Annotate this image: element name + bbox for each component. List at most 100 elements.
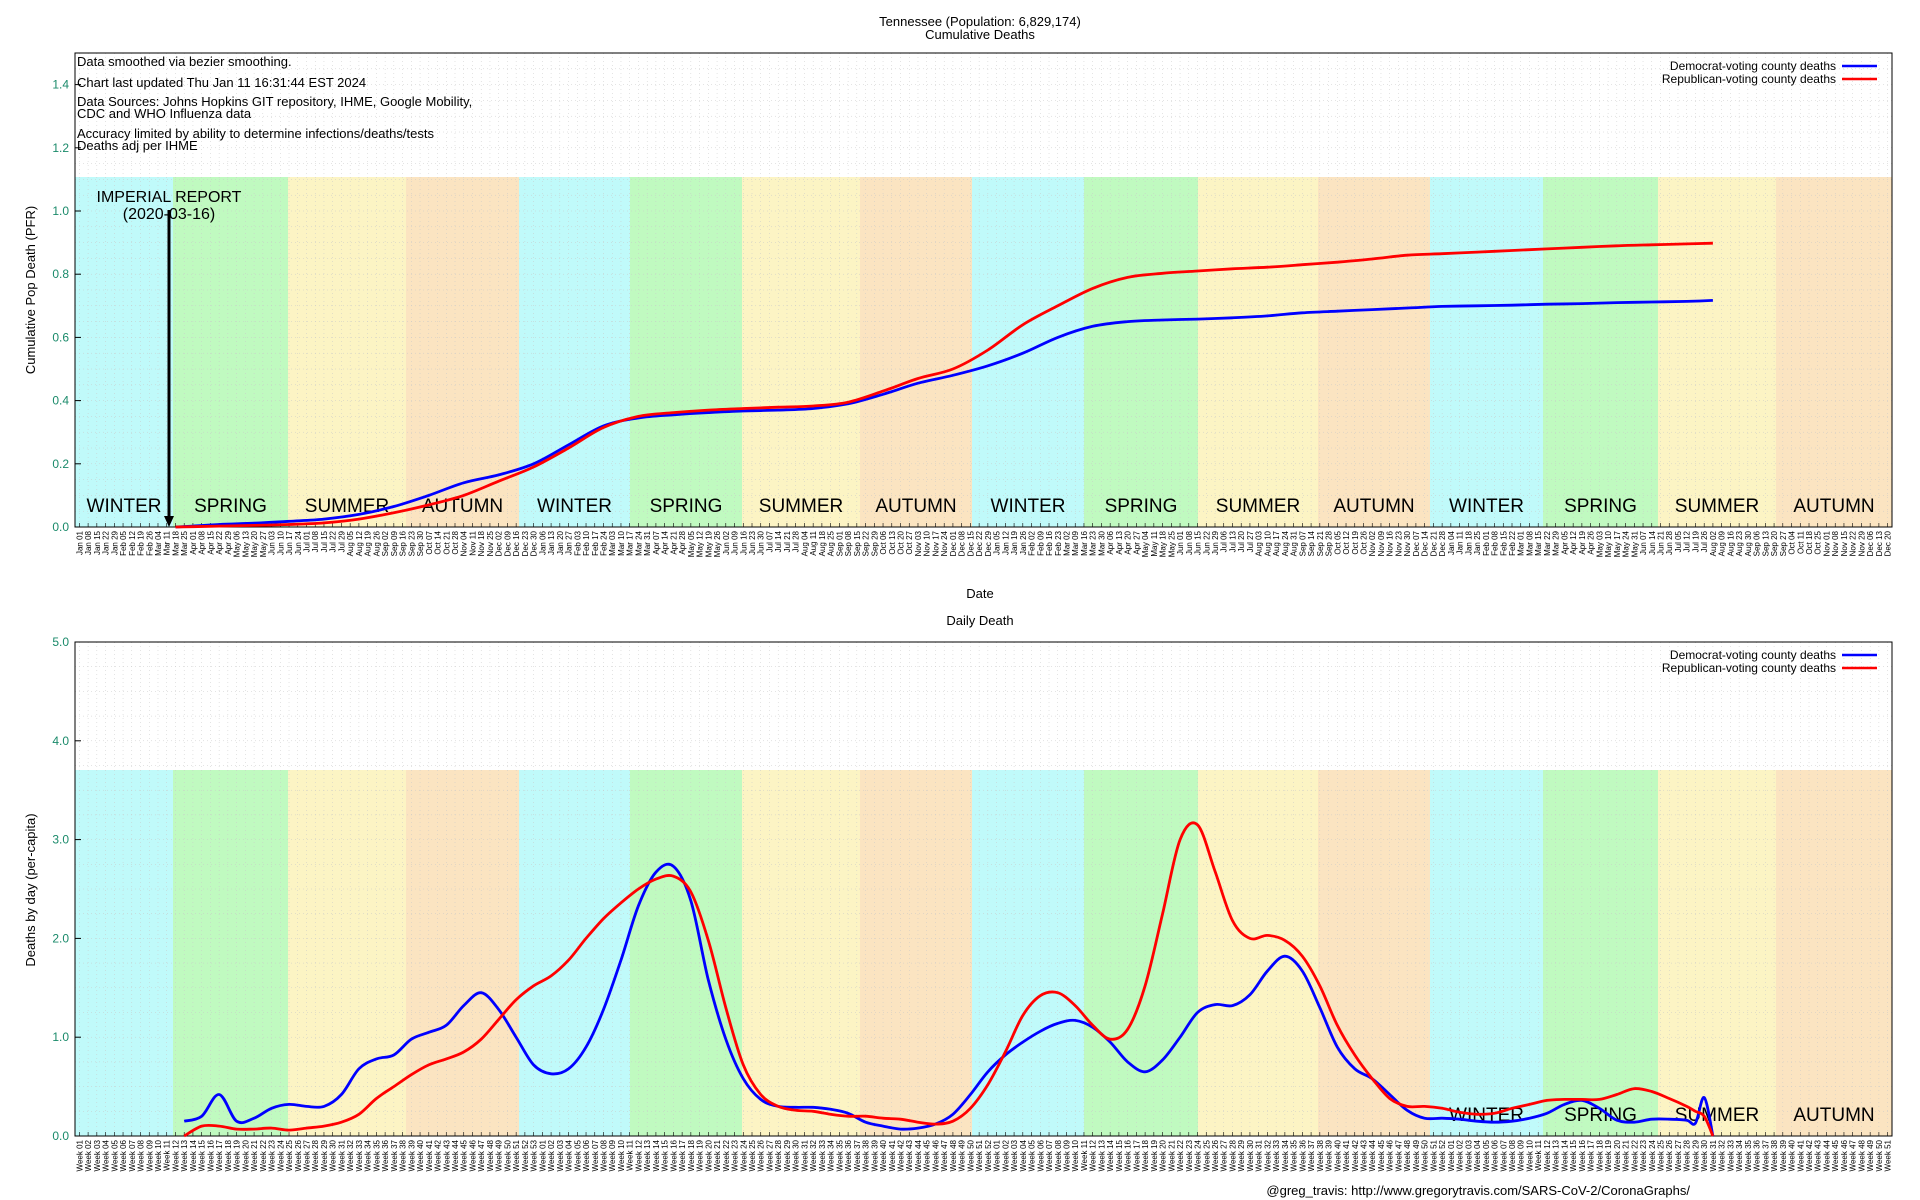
x-tick-label: Week 44 bbox=[914, 1139, 923, 1171]
note-ihme: Deaths adj per IHME bbox=[77, 138, 198, 153]
x-tick-label: Mar 22 bbox=[1543, 530, 1552, 555]
x-tick-label: Dec 30 bbox=[530, 530, 539, 556]
note-smoothing: Data smoothed via bezier smoothing. bbox=[77, 54, 292, 69]
x-tick-label: Week 26 bbox=[757, 1139, 766, 1171]
y-tick-label: 2.0 bbox=[52, 931, 69, 945]
x-tick-label: Aug 23 bbox=[1735, 530, 1744, 556]
x-tick-label: Nov 10 bbox=[923, 530, 932, 556]
x-tick-label: Feb 15 bbox=[1499, 530, 1508, 555]
x-tick-label: Sep 14 bbox=[1307, 530, 1316, 556]
x-tick-label: Nov 30 bbox=[1403, 530, 1412, 556]
x-tick-label: Jan 04 bbox=[1447, 530, 1456, 555]
x-tick-label: Aug 04 bbox=[800, 530, 809, 556]
x-tick-label: Week 27 bbox=[765, 1139, 774, 1171]
bottom-season-bands bbox=[75, 770, 1892, 1136]
top-legend-republican-label: Republican-voting county deaths bbox=[1662, 72, 1836, 86]
x-tick-label: Dec 23 bbox=[521, 530, 530, 556]
x-tick-label: Week 25 bbox=[285, 1139, 294, 1171]
x-tick-label: Week 48 bbox=[1403, 1139, 1412, 1171]
top-notes: Data smoothed via bezier smoothing. Char… bbox=[77, 54, 472, 153]
x-tick-label: Week 38 bbox=[1316, 1139, 1325, 1171]
x-tick-label: Jun 14 bbox=[1648, 530, 1657, 555]
x-tick-label: Week 46 bbox=[468, 1139, 477, 1171]
note-sources: Data Sources: Johns Hopkins GIT reposito… bbox=[77, 94, 472, 109]
x-tick-label: Week 44 bbox=[1368, 1139, 1377, 1171]
x-tick-label: Week 50 bbox=[1875, 1139, 1884, 1171]
x-tick-label: Jun 22 bbox=[1202, 530, 1211, 555]
x-tick-label: Aug 02 bbox=[1709, 530, 1718, 556]
x-tick-label: Jul 12 bbox=[1683, 530, 1692, 552]
x-tick-label: Oct 26 bbox=[1359, 530, 1368, 554]
x-tick-label: Week 17 bbox=[1132, 1139, 1141, 1171]
season-label-autumn: AUTUMN bbox=[422, 496, 503, 517]
x-tick-label: Jan 15 bbox=[93, 530, 102, 555]
x-tick-label: Week 46 bbox=[931, 1139, 940, 1171]
x-tick-label: Week 01 bbox=[993, 1139, 1002, 1171]
x-tick-label: Week 28 bbox=[311, 1139, 320, 1171]
x-tick-label: Week 07 bbox=[591, 1139, 600, 1171]
x-tick-label: Jan 19 bbox=[1010, 530, 1019, 555]
x-tick-label: Week 29 bbox=[783, 1139, 792, 1171]
season-band-spring bbox=[1084, 770, 1198, 1136]
x-tick-label: Week 24 bbox=[1648, 1139, 1657, 1171]
season-label-spring: SPRING bbox=[194, 496, 267, 517]
x-tick-label: May 27 bbox=[259, 530, 268, 557]
x-tick-label: Jun 30 bbox=[757, 530, 766, 555]
x-tick-label: Apr 14 bbox=[661, 530, 670, 554]
x-tick-label: Jun 28 bbox=[1665, 530, 1674, 555]
x-tick-label: Week 26 bbox=[1665, 1139, 1674, 1171]
x-tick-label: Mar 23 bbox=[1089, 530, 1098, 555]
x-tick-label: Mar 01 bbox=[1517, 530, 1526, 555]
bottom-series-lines bbox=[183, 821, 1715, 1138]
x-tick-label: Apr 22 bbox=[215, 530, 224, 554]
season-band-summer bbox=[1198, 177, 1318, 527]
x-tick-label: Week 03 bbox=[1010, 1139, 1019, 1171]
x-tick-label: Mar 29 bbox=[1552, 530, 1561, 555]
x-tick-label: Feb 05 bbox=[119, 530, 128, 555]
x-tick-label: Jan 25 bbox=[1473, 530, 1482, 555]
x-tick-label: Week 40 bbox=[416, 1139, 425, 1171]
x-tick-label: Week 40 bbox=[1333, 1139, 1342, 1171]
season-band-spring bbox=[1084, 177, 1198, 527]
x-tick-label: Dec 15 bbox=[966, 530, 975, 556]
y-tick-label: 0.0 bbox=[52, 1129, 69, 1143]
x-tick-label: Week 50 bbox=[966, 1139, 975, 1171]
x-tick-label: Week 24 bbox=[276, 1139, 285, 1171]
x-tick-label: May 25 bbox=[1167, 530, 1176, 557]
x-tick-label: Week 15 bbox=[1569, 1139, 1578, 1171]
x-tick-label: Week 05 bbox=[110, 1139, 119, 1171]
x-tick-label: Week 21 bbox=[713, 1139, 722, 1171]
x-tick-label: Week 27 bbox=[302, 1139, 311, 1171]
x-tick-label: May 12 bbox=[696, 530, 705, 557]
season-band-autumn bbox=[1776, 770, 1892, 1136]
x-tick-label: Jun 07 bbox=[1639, 530, 1648, 555]
x-tick-label: Week 25 bbox=[748, 1139, 757, 1171]
x-tick-label: May 18 bbox=[1159, 530, 1168, 557]
x-tick-label: May 19 bbox=[704, 530, 713, 557]
season-band-winter bbox=[75, 770, 173, 1136]
x-tick-label: Jul 14 bbox=[774, 530, 783, 552]
x-tick-label: Week 15 bbox=[1115, 1139, 1124, 1171]
x-tick-label: Dec 20 bbox=[1884, 530, 1893, 556]
top-legend: Democrat-voting county deaths Republican… bbox=[1662, 59, 1877, 86]
x-tick-label: Jun 24 bbox=[294, 530, 303, 555]
season-band-autumn bbox=[406, 177, 519, 527]
x-tick-label: Week 07 bbox=[128, 1139, 137, 1171]
x-tick-label: Week 44 bbox=[451, 1139, 460, 1171]
x-tick-label: Week 04 bbox=[102, 1139, 111, 1171]
x-tick-label: Week 52 bbox=[984, 1139, 993, 1171]
top-chart-subtitle: Cumulative Deaths bbox=[925, 27, 1035, 42]
season-band-autumn bbox=[406, 770, 519, 1136]
x-tick-label: Week 17 bbox=[1587, 1139, 1596, 1171]
x-tick-label: Week 39 bbox=[407, 1139, 416, 1171]
x-tick-label: Aug 11 bbox=[809, 530, 818, 555]
x-tick-label: Week 34 bbox=[827, 1139, 836, 1171]
x-tick-label: Week 47 bbox=[477, 1139, 486, 1171]
x-tick-label: Nov 15 bbox=[1840, 530, 1849, 556]
x-tick-label: Week 38 bbox=[1770, 1139, 1779, 1171]
x-tick-label: Mar 04 bbox=[154, 530, 163, 555]
x-tick-label: Week 26 bbox=[294, 1139, 303, 1171]
season-label-autumn: AUTUMN bbox=[1793, 496, 1874, 517]
x-tick-label: Week 43 bbox=[1359, 1139, 1368, 1171]
x-tick-label: Week 29 bbox=[1691, 1139, 1700, 1171]
